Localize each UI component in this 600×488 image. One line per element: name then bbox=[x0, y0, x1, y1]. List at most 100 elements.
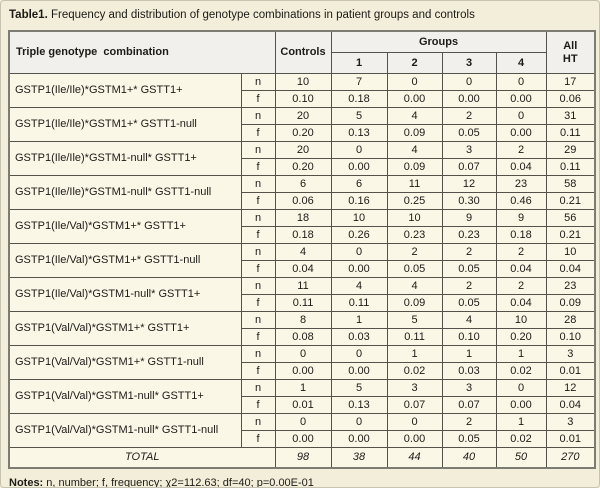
n-value: 3 bbox=[441, 141, 497, 159]
genotype-label: GSTP1(Val/Val)*GSTM1-null* GSTT1-null bbox=[8, 413, 242, 448]
f-value: 0.05 bbox=[441, 260, 497, 278]
f-value: 0.00 bbox=[386, 90, 443, 108]
f-value: 0.06 bbox=[274, 192, 332, 210]
n-value: 3 bbox=[386, 379, 443, 397]
n-value: 2 bbox=[441, 107, 497, 125]
genotype-row: GSTP1(Ile/Ile)*GSTM1-null* GSTT1-null n 6 6… bbox=[8, 175, 596, 210]
f-value: 0.01 bbox=[545, 362, 596, 380]
n-value: 9 bbox=[441, 209, 497, 227]
total-value-group3: 40 bbox=[441, 447, 497, 469]
f-value: 0.05 bbox=[441, 430, 497, 448]
f-value: 0.23 bbox=[441, 226, 497, 244]
n-value: 4 bbox=[386, 107, 443, 125]
f-value: 0.10 bbox=[545, 328, 596, 346]
f-value: 0.11 bbox=[274, 294, 332, 312]
f-value: 0.26 bbox=[330, 226, 388, 244]
f-value: 0.00 bbox=[495, 90, 547, 108]
stat-label-f: f bbox=[240, 226, 276, 244]
genotype-row: GSTP1(Val/Val)*GSTM1-null* GSTT1+ n 1 5 3 3 0 1… bbox=[8, 379, 596, 414]
genotype-label: GSTP1(Ile/Val)*GSTM1+* GSTT1+ bbox=[8, 209, 242, 244]
n-value: 1 bbox=[495, 413, 547, 431]
f-value: 0.02 bbox=[495, 430, 547, 448]
f-value: 0.04 bbox=[495, 260, 547, 278]
stat-label-n: n bbox=[240, 209, 276, 227]
n-value: 9 bbox=[495, 209, 547, 227]
f-value: 0.06 bbox=[545, 90, 596, 108]
f-value: 0.20 bbox=[495, 328, 547, 346]
n-value: 1 bbox=[441, 345, 497, 363]
f-value: 0.16 bbox=[330, 192, 388, 210]
n-value: 4 bbox=[330, 277, 388, 295]
f-value: 0.11 bbox=[545, 124, 596, 142]
f-value: 0.04 bbox=[495, 158, 547, 176]
n-value: 2 bbox=[495, 243, 547, 261]
n-value: 12 bbox=[441, 175, 497, 193]
table-caption: Table1. Frequency and distribution of ge… bbox=[9, 8, 592, 22]
f-value: 0.00 bbox=[386, 430, 443, 448]
f-value: 0.05 bbox=[386, 260, 443, 278]
f-value: 0.11 bbox=[545, 158, 596, 176]
n-value: 0 bbox=[441, 73, 497, 91]
f-value: 0.04 bbox=[545, 396, 596, 414]
genotype-row: GSTP1(Ile/Ile)*GSTM1+* GSTT1-null n 20 5 4 2 0… bbox=[8, 107, 596, 142]
n-value: 17 bbox=[545, 73, 596, 91]
f-value: 0.00 bbox=[495, 396, 547, 414]
total-label: TOTAL bbox=[8, 447, 276, 469]
header-controls: Controls bbox=[274, 30, 332, 74]
f-value: 0.13 bbox=[330, 396, 388, 414]
stat-label-n: n bbox=[240, 175, 276, 193]
genotype-row-frequency: f 0.20 0.13 0.09 0.05 0.00 0.11 bbox=[9, 124, 596, 142]
genotype-label: GSTP1(Ile/Ile)*GSTM1+* GSTT1+ bbox=[8, 73, 242, 108]
f-value: 0.03 bbox=[441, 362, 497, 380]
stat-label-n: n bbox=[240, 311, 276, 329]
n-value: 0 bbox=[330, 345, 388, 363]
stat-label-f: f bbox=[240, 430, 276, 448]
genotype-row: GSTP1(Ile/Val)*GSTM1+* GSTT1+ n 18 10 10 9 9 56 bbox=[8, 209, 596, 244]
genotype-label: GSTP1(Val/Val)*GSTM1+* GSTT1-null bbox=[8, 345, 242, 380]
n-value: 2 bbox=[386, 243, 443, 261]
table-caption-text: Frequency and distribution of genotype c… bbox=[50, 9, 475, 21]
n-value: 5 bbox=[386, 311, 443, 329]
genotype-label: GSTP1(Val/Val)*GSTM1+* GSTT1+ bbox=[8, 311, 242, 346]
stat-label-f: f bbox=[240, 328, 276, 346]
genotype-row: GSTP1(Ile/Ile)*GSTM1-null* GSTT1+ n 20 0 4 3 2… bbox=[8, 141, 596, 176]
total-value-controls: 98 bbox=[274, 447, 332, 469]
genotype-label: GSTP1(Ile/Val)*GSTM1-null* GSTT1+ bbox=[8, 277, 242, 312]
genotype-row: GSTP1(Val/Val)*GSTM1-null* GSTT1-null n 0 0… bbox=[8, 413, 596, 448]
stat-label-f: f bbox=[240, 396, 276, 414]
n-value: 0 bbox=[495, 379, 547, 397]
n-value: 10 bbox=[545, 243, 596, 261]
f-value: 0.00 bbox=[330, 158, 388, 176]
n-value: 2 bbox=[441, 277, 497, 295]
f-value: 0.00 bbox=[441, 90, 497, 108]
genotype-row-frequency: f 0.01 0.13 0.07 0.07 0.00 0.04 bbox=[9, 396, 596, 414]
genotype-row-frequency: f 0.00 0.00 0.02 0.03 0.02 0.01 bbox=[9, 362, 596, 380]
stat-label-n: n bbox=[240, 141, 276, 159]
n-value: 10 bbox=[274, 73, 332, 91]
header-group-1: 1 bbox=[330, 52, 388, 74]
f-value: 0.09 bbox=[386, 294, 443, 312]
f-value: 0.09 bbox=[386, 158, 443, 176]
n-value: 3 bbox=[441, 379, 497, 397]
f-value: 0.00 bbox=[274, 430, 332, 448]
table-body: GSTP1(Ile/Ile)*GSTM1+* GSTT1+ n 10 7 0 0 0 17 f 0… bbox=[8, 73, 596, 448]
f-value: 0.09 bbox=[386, 124, 443, 142]
n-value: 1 bbox=[495, 345, 547, 363]
f-value: 0.10 bbox=[441, 328, 497, 346]
stat-label-f: f bbox=[240, 90, 276, 108]
f-value: 0.00 bbox=[330, 362, 388, 380]
n-value: 1 bbox=[274, 379, 332, 397]
f-value: 0.10 bbox=[274, 90, 332, 108]
n-value: 0 bbox=[274, 345, 332, 363]
n-value: 1 bbox=[330, 311, 388, 329]
notes-text: n, number; f, frequency; χ2=112.63; df=4… bbox=[46, 477, 314, 488]
f-value: 0.13 bbox=[330, 124, 388, 142]
n-value: 10 bbox=[495, 311, 547, 329]
total-value-group2: 44 bbox=[386, 447, 443, 469]
f-value: 0.18 bbox=[330, 90, 388, 108]
n-value: 23 bbox=[495, 175, 547, 193]
n-value: 58 bbox=[545, 175, 596, 193]
n-value: 20 bbox=[274, 141, 332, 159]
genotype-row-frequency: f 0.00 0.00 0.00 0.05 0.02 0.01 bbox=[9, 430, 596, 448]
f-value: 0.05 bbox=[441, 124, 497, 142]
